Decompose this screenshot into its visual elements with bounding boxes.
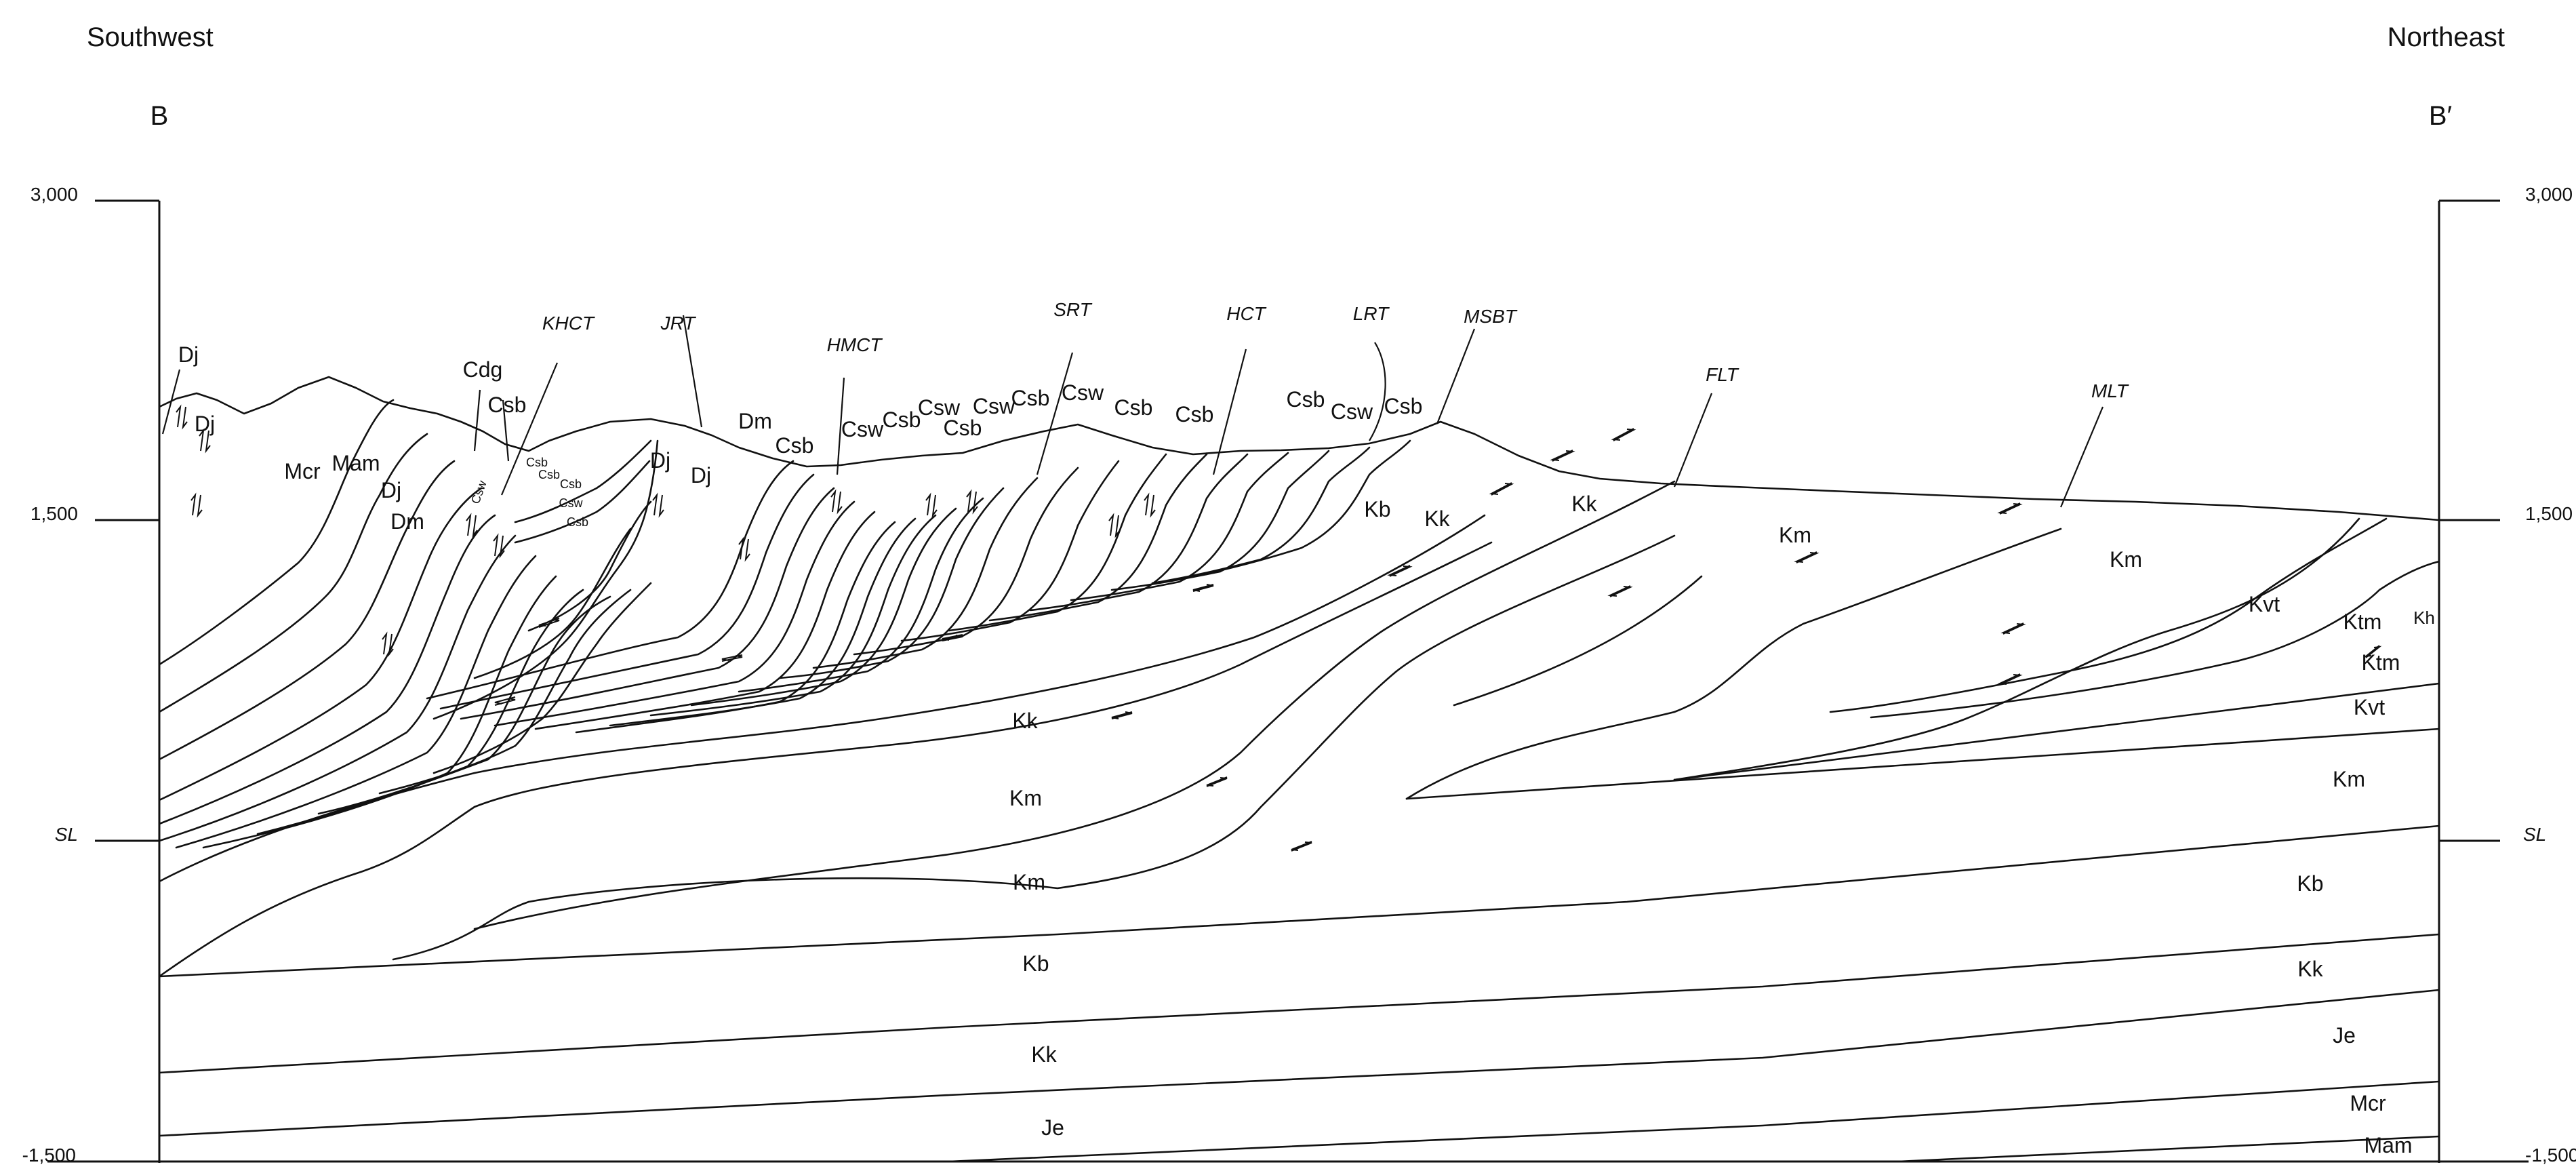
unit-label: Kb (1364, 497, 1390, 521)
fault-label-jrt: JRT (660, 313, 697, 334)
central-imbricate-sheets (426, 439, 1411, 734)
unit-label: Csb (488, 393, 527, 417)
unit-label: Csb (1384, 394, 1423, 418)
topographic-surface (158, 376, 2440, 521)
unit-label: Kvt (2354, 695, 2385, 719)
unit-label: Dj (381, 478, 401, 502)
unit-label: Kvt (2249, 592, 2280, 616)
section-end-label-right: B′ (2429, 101, 2452, 131)
fault-traces (161, 315, 2104, 508)
unit-label: Mcr (284, 459, 321, 483)
unit-label: Csw (918, 395, 961, 420)
unit-label: Ktm (2343, 610, 2382, 634)
unit-label: Dm (390, 509, 424, 534)
unit-label: Kk (1571, 492, 1597, 516)
unit-label: Dm (738, 409, 772, 433)
fault-label-flt: FLT (1706, 364, 1739, 385)
unit-label: Csw (559, 496, 584, 510)
unit-label: Csw (1062, 380, 1104, 405)
unit-label: Csb (1011, 386, 1050, 410)
unit-label: Dj (650, 448, 670, 473)
section-end-label-left: B (150, 101, 169, 131)
unit-label: Km (1009, 786, 1042, 810)
unit-label: Km (1779, 523, 1811, 547)
unit-label: Csw (973, 394, 1015, 418)
unit-label: Csb (526, 456, 548, 469)
unit-label: Csb (1114, 395, 1153, 420)
unit-label: Csw (1331, 399, 1373, 424)
elevation-label-right-bottom: -1,500 (2525, 1145, 2576, 1166)
unit-label: Dj (195, 412, 215, 436)
unit-label: Kk (1031, 1042, 1057, 1067)
section-frame (47, 199, 2529, 1163)
southwest-direction-label: Southwest (87, 22, 214, 52)
unit-label: Csb (944, 416, 982, 440)
elevation-label-left-middle: 1,500 (31, 503, 78, 524)
unit-label: Csb (776, 433, 814, 458)
fault-label-mlt: MLT (2091, 380, 2129, 401)
fault-label-msbt: MSBT (1464, 306, 1518, 327)
unit-label: Csb (1175, 402, 1214, 426)
unit-label: Kk (1424, 507, 1450, 531)
fault-label-lrt: LRT (1353, 303, 1390, 324)
unit-label: Csb (883, 408, 921, 432)
elevation-label-left-bottom: -1,500 (22, 1145, 76, 1166)
deep-stratigraphic-contacts (158, 682, 2440, 1163)
sea-level-label-right: SL (2523, 824, 2546, 845)
northeast-direction-label: Northeast (2388, 22, 2505, 52)
unit-label: Csb (560, 477, 582, 491)
slip-arrows (176, 404, 2382, 852)
unit-label: Dj (178, 342, 199, 367)
fault-label-hmct: HMCT (827, 334, 883, 355)
unit-label: Je (1041, 1115, 1064, 1140)
elevation-label-left-top: 3,000 (31, 184, 78, 205)
unit-label: Km (2110, 547, 2142, 572)
unit-label: Csb (538, 468, 560, 481)
unit-label: Kk (2297, 957, 2323, 981)
fault-label-khct: KHCT (542, 313, 595, 334)
unit-label: Je (2333, 1023, 2356, 1048)
unit-label: Mam (331, 451, 380, 475)
unit-label: Csw (841, 417, 884, 441)
unit-label: Mam (2364, 1133, 2412, 1157)
unit-label: Kk (1012, 709, 1038, 733)
unit-label: Csb (567, 515, 588, 529)
elevation-label-right-middle: 1,500 (2525, 503, 2573, 524)
elevation-label-right-top: 3,000 (2525, 184, 2573, 205)
unit-label: Km (1013, 870, 1045, 894)
unit-label: Ktm (2362, 650, 2400, 675)
sea-level-label-left: SL (55, 824, 78, 845)
unit-label: Mcr (2350, 1091, 2386, 1115)
unit-label: Dj (691, 463, 711, 488)
unit-label: Kh (2413, 608, 2435, 628)
unit-label: Csb (1287, 387, 1325, 412)
unit-labels: Dj Dj Mcr Mam Dj Dm Cdg Csb Csw Csb Csb … (178, 342, 2435, 1157)
unit-label: Csw (468, 478, 489, 506)
imbricate-thrust-sheets (158, 399, 659, 849)
fault-label-hct: HCT (1226, 303, 1266, 324)
unit-label: Kb (2297, 871, 2323, 896)
unit-label: Km (2333, 767, 2365, 791)
unit-label: Kb (1022, 951, 1049, 976)
fault-label-srt: SRT (1053, 299, 1092, 320)
unit-label: Cdg (463, 357, 503, 382)
